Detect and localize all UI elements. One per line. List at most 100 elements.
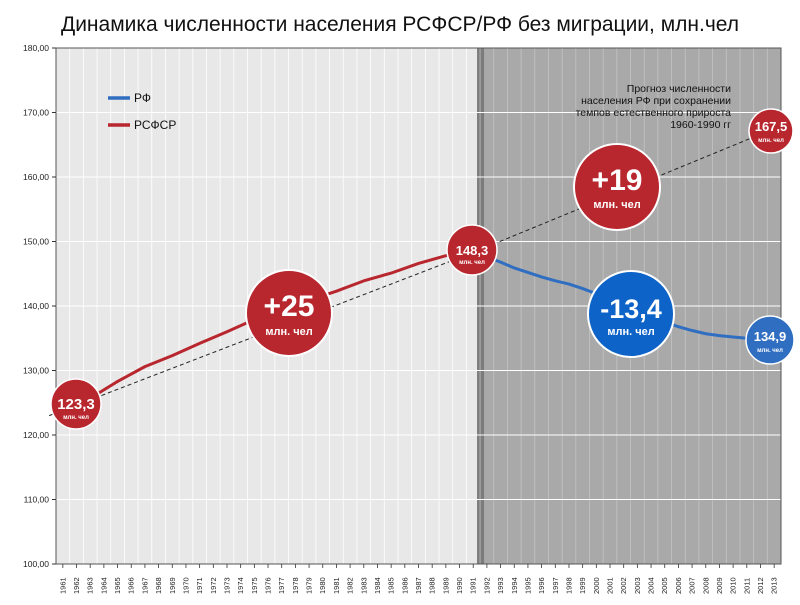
data-point [335,290,338,292]
annotation-forecast-end-circle [748,108,794,154]
x-tick-label: 2002 [619,577,628,594]
x-tick-label: 1962 [72,577,81,594]
x-tick-label: 1992 [482,577,491,594]
data-point [513,267,516,269]
x-tick-label: 1965 [113,577,122,594]
x-tick-label: 1989 [441,577,450,594]
annotation-forecast-end: 167,5 млн. чел [748,108,794,154]
x-tick-label: 1977 [277,577,286,594]
x-tick-label: 1986 [400,577,409,594]
x-tick-label: 1968 [154,577,163,594]
x-tick-label: 2012 [756,577,765,594]
x-tick-label: 2006 [674,577,683,594]
x-tick-label: 1961 [58,577,67,594]
y-tick-label: 100,00 [23,559,49,569]
annotation-forecast-gap-circle [573,143,661,231]
data-point [116,380,119,383]
x-tick-label: 2000 [592,577,601,594]
annotation-decline-value: -13,4 [600,294,662,324]
x-tick-label: 1988 [428,577,437,594]
y-tick-label: 150,00 [23,237,49,247]
annotation-forecast-end-value: 167,5 [755,119,788,134]
data-point [581,287,584,290]
y-tick-label: 120,00 [23,430,49,440]
x-tick-label: 1967 [140,577,149,594]
annotation-forecast-gap: +19 млн. чел [573,143,661,231]
y-tick-label: 110,00 [24,495,50,505]
x-tick-label: 1971 [195,577,204,594]
x-tick-label: 1987 [414,577,423,594]
x-tick-label: 2009 [715,577,724,594]
x-tick-label: 1969 [168,577,177,594]
annotation-start: 123,3 млн. чел [50,378,102,430]
x-tick-label: 1979 [305,577,314,594]
annotation-end-circle [745,315,795,365]
y-tick-label: 140,00 [23,301,49,311]
x-tick-label: 2010 [729,577,738,594]
annotation-end-value: 134,9 [754,329,787,344]
forecast-note-line-1: Прогноз численности [627,83,731,95]
annotation-decline: -13,4 млн. чел [587,270,675,358]
annotation-start-unit: млн. чел [63,415,89,421]
data-point [732,336,734,338]
x-tick-label: 1997 [551,577,560,594]
x-tick-label: 1964 [99,577,108,594]
x-tick-label: 2008 [701,577,710,594]
data-point [171,354,174,357]
annotation-peak: 148,3 млн. чел [446,224,498,276]
x-tick-label: 2003 [633,577,642,594]
x-tick-label: 1963 [86,577,95,594]
annotation-start-circle [50,378,102,430]
annotation-growth-circle [245,269,333,357]
data-point [226,331,228,333]
annotation-growth-value: +25 [264,290,315,323]
x-tick-label: 1976 [264,577,273,594]
data-point [417,262,420,265]
x-tick-label: 2001 [606,577,615,594]
x-tick-label: 2013 [770,577,779,594]
x-tick-label: 2011 [742,578,751,594]
x-tick-label: 1980 [318,577,327,594]
annotation-start-value: 123,3 [57,396,95,413]
x-tick-label: 1981 [332,577,341,594]
x-tick-label: 1993 [496,577,505,594]
x-tick-label: 1978 [291,577,300,594]
x-tick-label: 2004 [647,577,656,594]
legend-label: РФ [134,91,151,105]
x-tick-label: 1994 [510,577,519,594]
x-tick-label: 1995 [523,577,532,594]
y-tick-label: 160,00 [23,172,49,182]
x-tick-label: 1970 [181,577,190,594]
forecast-note-line-3: темпов естественного прироста [576,107,732,119]
y-tick-label: 170,00 [23,108,49,118]
grid-lines [55,47,782,565]
data-point [144,365,146,368]
annotation-peak-circle [446,224,498,276]
x-tick-label: 2005 [660,577,669,594]
data-point [499,261,502,263]
annotation-forecast-gap-value: +19 [592,164,643,197]
x-tick-label: 1990 [455,577,464,594]
x-tick-label: 1982 [346,577,355,594]
x-tick-label: 1998 [564,577,573,594]
legend: РФ РСФСР [108,91,176,132]
annotation-growth: +25 млн. чел [245,269,333,357]
forecast-note-line-2: населения РФ при сохранении [581,95,731,107]
annotation-end-unit: млн. чел [757,348,783,354]
y-axis: 100,00 110,00 120,00 130,00 140,00 150,00 160,… [23,43,56,569]
annotation-peak-unit: млн. чел [459,260,485,266]
x-tick-label: 1984 [373,577,382,594]
x-tick-label: 2007 [688,577,697,594]
forecast-note: Прогноз численности населения РФ при сох… [576,83,732,131]
data-point [677,325,680,328]
x-tick-label: 1973 [222,577,231,594]
x-axis: 1961 1962 1963 1964 1965 1966 1967 1968 1969 1970… [58,564,779,594]
legend-label: РСФСР [134,118,176,132]
annotation-decline-circle [587,270,675,358]
x-tick-label: 1975 [250,577,259,594]
data-point [198,342,201,345]
annotation-growth-unit: млн. чел [265,326,312,338]
annotation-end: 134,9 млн. чел [745,315,795,365]
data-point [554,280,557,282]
